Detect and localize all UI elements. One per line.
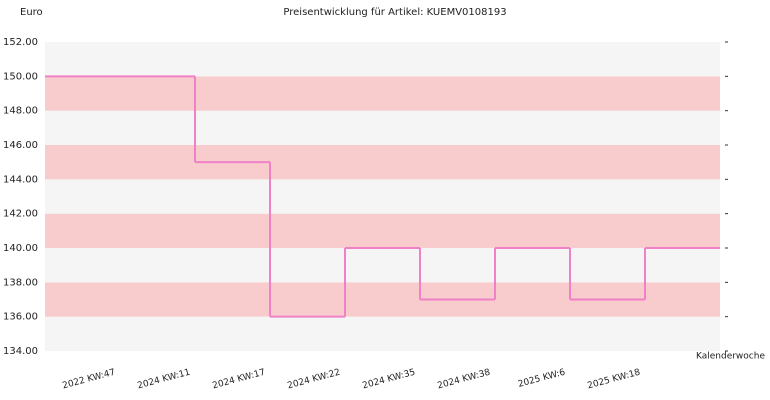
y-tick-label: 152.00 bbox=[3, 37, 38, 48]
band bbox=[45, 316, 720, 351]
y-tick-label: 136.00 bbox=[3, 312, 38, 323]
x-axis-label: Kalenderwoche bbox=[696, 352, 765, 362]
x-tick-label: 2024 KW:22 bbox=[286, 368, 341, 392]
band bbox=[45, 110, 720, 145]
band bbox=[45, 213, 720, 248]
x-tick-label: 2024 KW:17 bbox=[211, 368, 266, 392]
y-tick-label: 150.00 bbox=[3, 71, 38, 82]
x-tick-label: 2024 KW:11 bbox=[136, 368, 191, 392]
band bbox=[45, 76, 720, 111]
y-tick-label: 134.00 bbox=[3, 346, 38, 357]
band bbox=[45, 179, 720, 214]
y-axis-label: Euro bbox=[20, 7, 43, 18]
x-tick-label: 2025 KW:6 bbox=[517, 368, 567, 390]
y-tick-label: 142.00 bbox=[3, 209, 38, 220]
y-tick-label: 148.00 bbox=[3, 106, 38, 117]
y-tick-label: 144.00 bbox=[3, 174, 38, 185]
band bbox=[45, 42, 720, 77]
y-tick-label: 146.00 bbox=[3, 140, 38, 151]
band bbox=[45, 248, 720, 283]
x-tick-label: 2025 KW:18 bbox=[586, 368, 641, 392]
band bbox=[45, 145, 720, 180]
x-tick-label: 2024 KW:38 bbox=[436, 368, 491, 392]
x-tick-label: 2024 KW:35 bbox=[361, 368, 416, 392]
y-tick-label: 140.00 bbox=[3, 243, 38, 254]
chart-title: Preisentwicklung für Artikel: KUEMV01081… bbox=[283, 7, 506, 18]
y-tick-label: 138.00 bbox=[3, 277, 38, 288]
x-tick-label: 2022 KW:47 bbox=[61, 368, 116, 392]
